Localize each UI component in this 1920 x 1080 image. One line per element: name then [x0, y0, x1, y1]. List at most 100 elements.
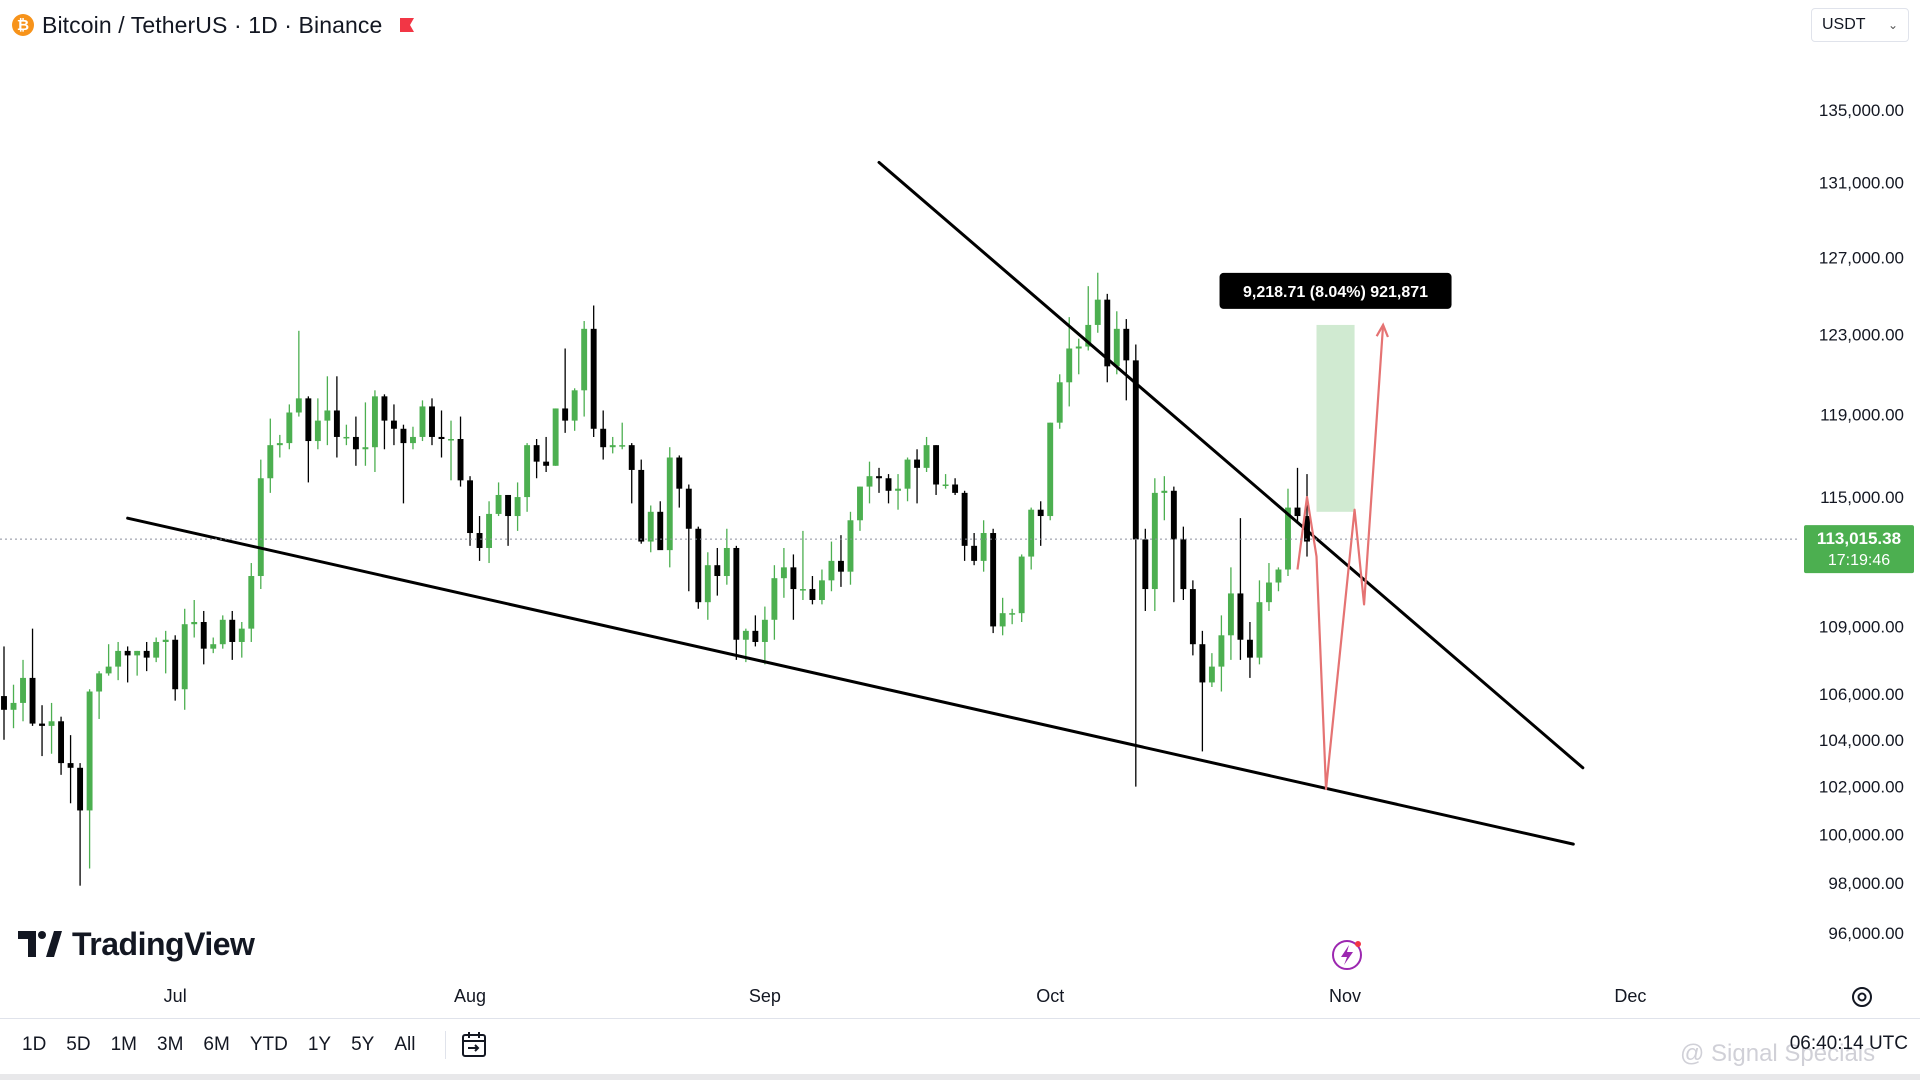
candle-body [286, 412, 293, 444]
utc-clock[interactable]: 06:40:14 UTC [1789, 1033, 1908, 1054]
candle [895, 474, 901, 510]
candle-body [96, 673, 103, 692]
candle-body [29, 677, 36, 724]
candle [58, 716, 65, 775]
candle-body [1161, 490, 1168, 493]
candle-body [1218, 635, 1225, 667]
candle [524, 443, 531, 512]
candle-body [619, 445, 626, 447]
candle [39, 705, 45, 757]
candle [685, 484, 692, 592]
range-button[interactable]: 6M [203, 1034, 230, 1055]
candle [971, 533, 978, 566]
chart-settings-icon[interactable] [1849, 984, 1875, 1010]
candle [657, 501, 664, 551]
candle [1142, 528, 1149, 611]
last-price-badge [1804, 525, 1914, 574]
candle [571, 388, 578, 431]
candle [105, 644, 112, 676]
candle [752, 615, 759, 647]
bottom-strip [0, 1074, 1920, 1080]
range-button[interactable]: YTD [249, 1034, 288, 1055]
candle [134, 650, 141, 676]
candle-body [115, 650, 122, 667]
lightning-icon[interactable] [1330, 938, 1364, 972]
price-chart[interactable]: 135,000.00 131,000.00 127,000.00 123,000.00… [0, 0, 1920, 1020]
candle-body [895, 488, 901, 491]
candle [1180, 526, 1187, 600]
y-tick-label: 135,000.00 [1819, 101, 1904, 120]
candle [276, 434, 283, 458]
candle [448, 420, 454, 481]
currency-select[interactable]: USDT ⌄ [1811, 8, 1909, 42]
candle-body [20, 677, 26, 703]
candle [999, 597, 1006, 636]
candle [438, 410, 445, 458]
candle-body [809, 589, 816, 600]
range-button[interactable]: 1D [22, 1034, 47, 1055]
candle [714, 547, 721, 596]
candle-body [10, 702, 17, 710]
flag-icon[interactable] [398, 16, 416, 34]
candle-body [200, 621, 207, 649]
candle-body [609, 445, 616, 448]
candle-body [971, 545, 978, 561]
range-button[interactable]: 5Y [351, 1034, 375, 1055]
target-zone [1316, 324, 1355, 512]
candle [505, 494, 512, 546]
candle-body [238, 628, 245, 642]
symbol-title[interactable]: Bitcoin / TetherUS · 1D · Binance [42, 11, 383, 38]
candle-body [1285, 507, 1291, 570]
range-button[interactable]: 3M [157, 1034, 184, 1055]
candle [990, 528, 997, 634]
candle [419, 400, 426, 442]
x-axis-month-label: Aug [454, 986, 487, 1006]
candle-body [695, 528, 702, 603]
candle [381, 394, 388, 450]
candle [533, 438, 540, 479]
candle-body [1028, 509, 1035, 557]
candle-body [1066, 348, 1073, 383]
candle [248, 563, 255, 642]
candle-body [514, 497, 521, 517]
candle-body [153, 641, 160, 658]
candle [771, 565, 778, 640]
x-axis-month-label: Nov [1329, 986, 1362, 1006]
candle-body [838, 560, 844, 572]
currency-value: USDT [1822, 16, 1866, 33]
range-button[interactable]: 1M [110, 1034, 137, 1055]
candle [723, 528, 730, 585]
candle [219, 615, 226, 649]
candle [67, 735, 74, 804]
tradingview-logo[interactable]: TradingView [18, 924, 255, 964]
candle-body [134, 650, 141, 656]
candle [952, 478, 959, 495]
candle [923, 436, 930, 473]
candle [1294, 467, 1301, 523]
candle-body [961, 492, 968, 546]
y-tick-label: 104,000.00 [1819, 731, 1904, 750]
candle [1094, 272, 1101, 333]
candle-body [77, 767, 84, 811]
candle-body [1085, 324, 1092, 347]
candle-body [761, 619, 768, 642]
candle-body [524, 445, 531, 498]
candle-body [657, 511, 664, 551]
candle [172, 635, 179, 701]
candle-body [571, 390, 578, 421]
candle [362, 402, 369, 466]
candle-body [438, 436, 445, 439]
candle [96, 671, 103, 719]
candle-body [67, 763, 74, 768]
candle [20, 659, 26, 722]
range-button[interactable]: All [394, 1034, 416, 1055]
candle-body [1237, 593, 1244, 640]
calendar-goto-icon[interactable] [460, 1030, 490, 1060]
y-tick-label: 123,000.00 [1819, 326, 1904, 345]
candle [267, 418, 274, 493]
bottom-toolbar: 1D 5D 1M 3M 6M YTD 1Y 5Y All [0, 1018, 1920, 1071]
range-button[interactable]: 1Y [307, 1034, 332, 1055]
candle-body [1170, 490, 1177, 540]
candle [257, 459, 264, 590]
range-button[interactable]: 5D [66, 1034, 91, 1055]
